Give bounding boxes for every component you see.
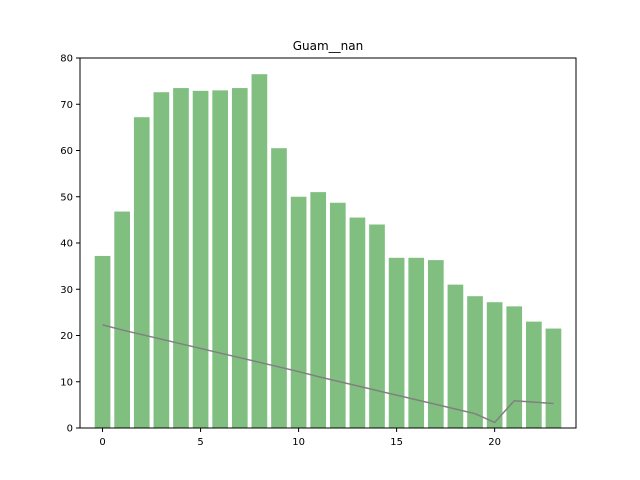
x-tick-label: 0 (99, 437, 105, 448)
y-tick-label: 80 (60, 54, 73, 65)
bar (271, 148, 287, 428)
x-tick-label: 15 (390, 437, 403, 448)
y-tick-label: 10 (60, 377, 73, 388)
bar (467, 296, 483, 428)
bar (526, 321, 542, 428)
bar (114, 211, 130, 428)
x-tick-label: 5 (197, 437, 203, 448)
bar (133, 117, 150, 428)
bar (349, 217, 366, 428)
bar (94, 255, 111, 428)
bar (251, 74, 268, 428)
bar (212, 90, 229, 428)
bar (427, 260, 444, 428)
chart-title: Guam__nan (293, 39, 364, 53)
bar (290, 196, 307, 428)
bar (329, 202, 346, 428)
bar-series (94, 74, 562, 429)
x-axis: 0 5 10 15 20 (99, 428, 501, 448)
bar (486, 302, 503, 428)
line-series (102, 324, 554, 424)
y-axis: 0 10 20 30 40 50 60 70 80 (60, 54, 80, 435)
bar (173, 88, 189, 428)
bar (388, 257, 405, 428)
bar (153, 92, 170, 428)
plot-frame (79, 57, 577, 429)
bar (447, 284, 464, 428)
bar (310, 192, 327, 428)
bar (545, 328, 562, 428)
bar (408, 257, 425, 428)
series-line (102, 324, 554, 424)
bar (192, 90, 209, 429)
y-tick-label: 20 (60, 331, 73, 342)
y-tick-label: 30 (60, 285, 73, 296)
bar (369, 224, 385, 428)
bar (231, 88, 248, 428)
x-tick-label: 20 (488, 437, 501, 448)
y-tick-label: 50 (60, 192, 73, 203)
y-tick-label: 60 (60, 146, 73, 157)
y-tick-label: 40 (60, 239, 73, 250)
y-tick-label: 70 (60, 100, 73, 111)
y-tick-label: 0 (67, 424, 73, 435)
bar (506, 306, 523, 428)
x-tick-label: 10 (292, 437, 305, 448)
